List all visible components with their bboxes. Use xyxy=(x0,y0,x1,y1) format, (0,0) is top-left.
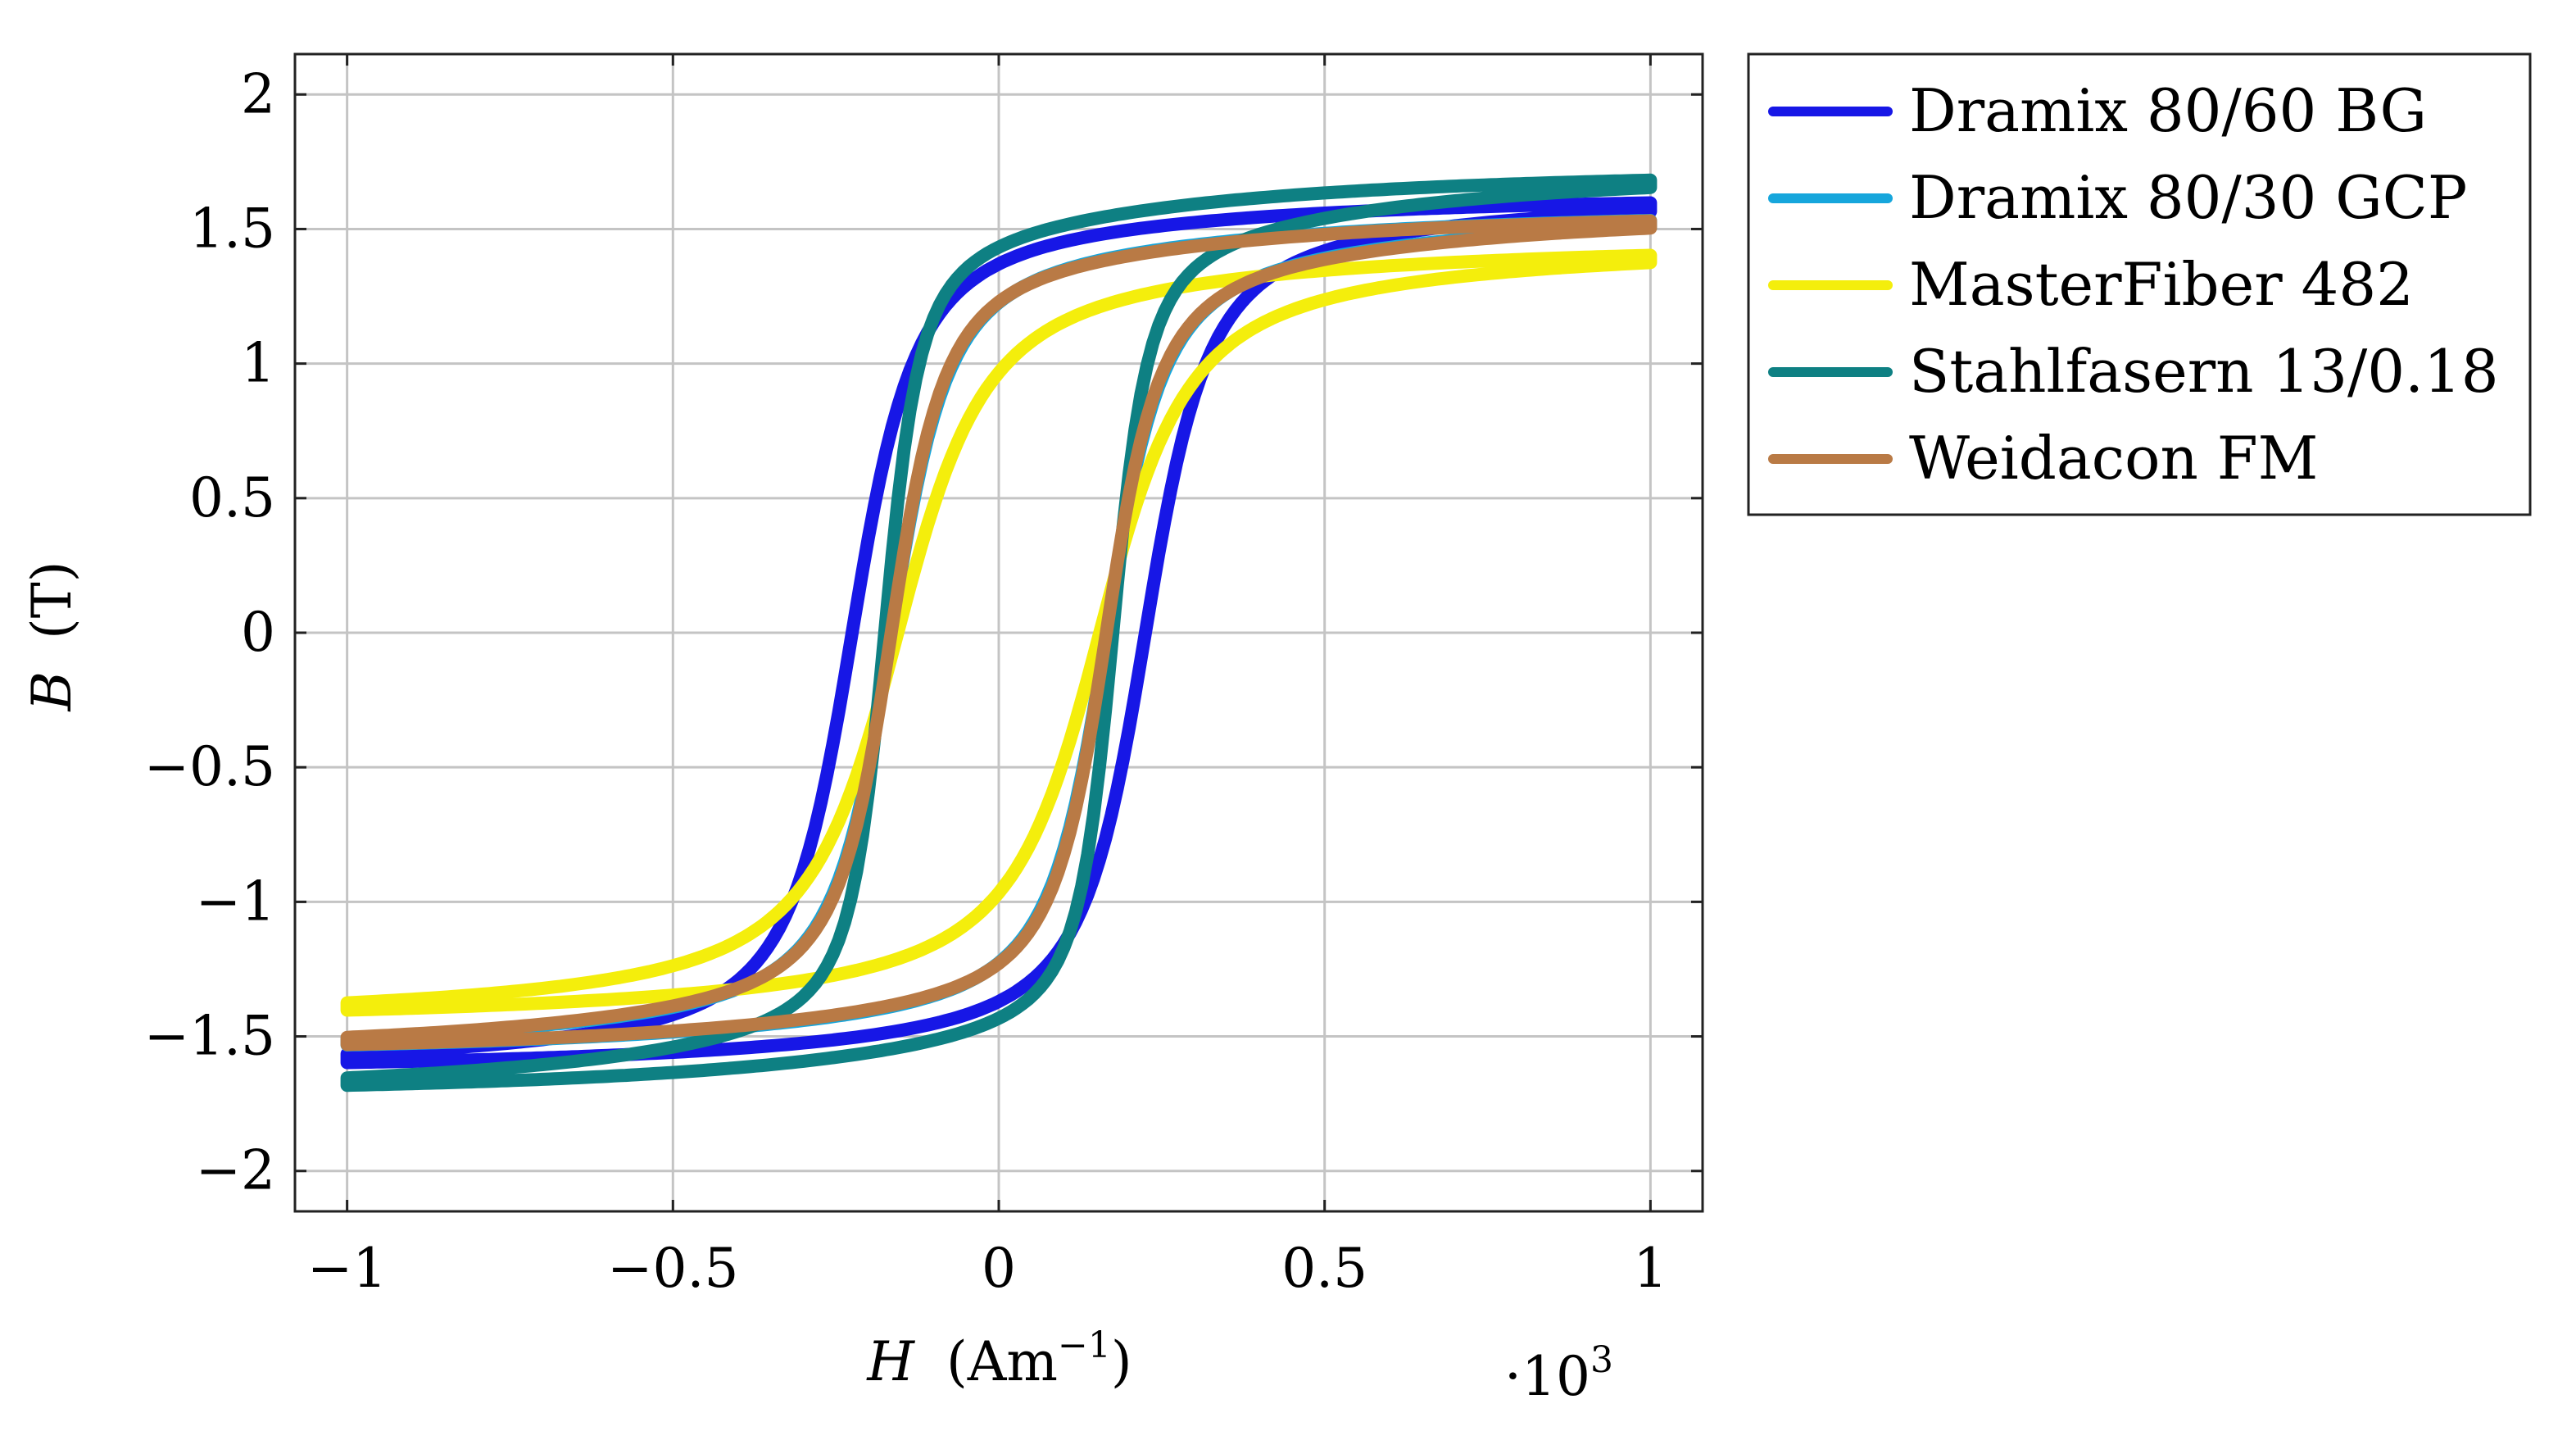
grid xyxy=(295,54,1703,1211)
series-dramix-80-60-bg xyxy=(340,196,1658,1070)
legend-label: Weidacon FM xyxy=(1909,424,2318,493)
y-tick-label: 0.5 xyxy=(189,466,275,529)
series-stahlfasern-13-0-18 xyxy=(340,173,1658,1093)
y-axis-label: B (T) xyxy=(20,561,84,711)
y-tick-label: 2 xyxy=(241,62,275,125)
x-tick-label: −0.5 xyxy=(607,1237,738,1300)
legend-item: Stahlfasern 13/0.18 xyxy=(1768,337,2499,406)
hysteresis-loop xyxy=(340,248,1658,1017)
legend-label: MasterFiber 482 xyxy=(1909,250,2414,319)
y-tick-label: 0 xyxy=(241,601,275,664)
y-axis-var: B xyxy=(20,671,84,712)
y-tick-label: −1 xyxy=(196,870,275,933)
legend-label: Dramix 80/60 BG xyxy=(1909,76,2427,145)
y-axis-unit: (T) xyxy=(20,561,84,639)
y-tick-label: 1.5 xyxy=(189,197,275,260)
y-tick-label: −2 xyxy=(196,1139,275,1202)
x-axis-unit-open: (Am xyxy=(946,1330,1058,1393)
hysteresis-loop xyxy=(340,196,1658,1070)
legend-item: Weidacon FM xyxy=(1768,424,2318,493)
hysteresis-loop xyxy=(340,173,1658,1093)
series-curves xyxy=(340,173,1658,1093)
legend-item: MasterFiber 482 xyxy=(1768,250,2414,319)
y-tick-label: −0.5 xyxy=(144,735,275,798)
x-axis-unit-exp: −1 xyxy=(1058,1324,1111,1366)
x-axis-multiplier-base: ·10 xyxy=(1504,1345,1590,1408)
x-tick-label: −1 xyxy=(307,1237,387,1300)
legend-item: Dramix 80/30 GCP xyxy=(1768,163,2467,232)
legend-label: Stahlfasern 13/0.18 xyxy=(1909,337,2499,406)
x-axis-var: H xyxy=(866,1330,915,1393)
y-tick-label: 1 xyxy=(241,332,275,395)
legend-label: Dramix 80/30 GCP xyxy=(1909,163,2467,232)
x-axis-multiplier-exp: 3 xyxy=(1590,1339,1613,1381)
legend-item: Dramix 80/60 BG xyxy=(1768,76,2427,145)
x-axis-multiplier: ·103 xyxy=(1504,1339,1613,1408)
x-axis-label: H (Am−1) xyxy=(866,1324,1132,1393)
x-tick-label: 0 xyxy=(982,1237,1016,1300)
x-tick-label: 1 xyxy=(1633,1237,1667,1300)
series-weidacon-fm xyxy=(340,214,1658,1052)
legend: Dramix 80/60 BG Dramix 80/30 GCP MasterFib… xyxy=(1747,52,2532,516)
y-tick-label: −1.5 xyxy=(144,1005,275,1068)
x-tick-label: 0.5 xyxy=(1281,1237,1367,1300)
hysteresis-loop xyxy=(340,214,1658,1052)
axis-ticks: −1 −0.5 0 0.5 1 2 1.5 1 0.5 0 −0.5 −1 −1.5 −2 xyxy=(144,54,1703,1300)
series-masterfiber-482 xyxy=(340,248,1658,1017)
x-axis-unit-close: ) xyxy=(1111,1330,1132,1393)
